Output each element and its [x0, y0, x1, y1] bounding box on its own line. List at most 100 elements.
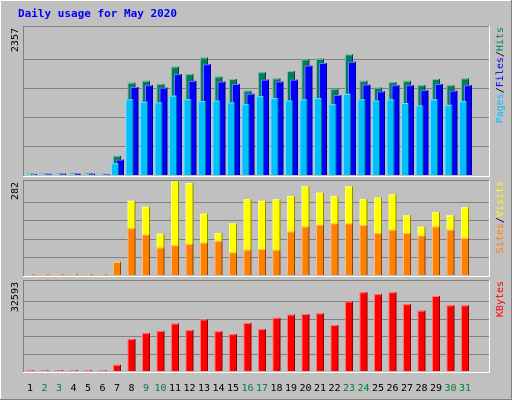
panel-background — [23, 280, 490, 373]
bar-pages-day-21 — [314, 98, 322, 175]
day-label-9: 9 — [143, 383, 149, 394]
bar-pages-day-14 — [212, 100, 221, 175]
bar-kbytes-day-10 — [156, 330, 165, 371]
bar-sites-day-14 — [214, 241, 223, 275]
bar-kbytes-day-3 — [55, 370, 63, 371]
day-label-28: 28 — [415, 383, 427, 394]
bar-pages-day-31 — [459, 101, 467, 175]
bar-sites-day-28 — [417, 235, 426, 275]
bar-sites-day-12 — [185, 244, 194, 275]
bar-pages-day-9 — [140, 101, 148, 175]
bar-pages-day-23 — [343, 93, 351, 175]
bar-pages-day-7 — [111, 163, 119, 175]
bar-kbytes-day-28 — [417, 310, 426, 371]
bar-sites-day-18 — [272, 249, 281, 275]
day-label-30: 30 — [444, 383, 456, 394]
day-label-19: 19 — [285, 383, 297, 394]
bar-pages-day-1 — [24, 174, 32, 175]
bar-kbytes-day-6 — [98, 370, 107, 371]
day-label-11: 11 — [169, 383, 181, 394]
bar-sites-day-6 — [98, 274, 107, 275]
bar-pages-day-15 — [227, 102, 235, 175]
bar-kbytes-day-16 — [243, 322, 252, 371]
bar-sites-day-23 — [345, 223, 353, 275]
y-max-label: 282 — [10, 182, 21, 200]
bar-kbytes-day-23 — [345, 301, 353, 371]
bar-kbytes-day-11 — [171, 323, 179, 371]
bar-pages-day-19 — [285, 100, 293, 175]
bar-kbytes-day-17 — [258, 329, 266, 371]
bar-pages-day-13 — [198, 101, 206, 175]
panel-kbytes: 32593 KBytes — [10, 280, 506, 373]
legend-pages: Pages — [495, 93, 506, 123]
bar-sites-day-10 — [156, 247, 165, 275]
bar-pages-day-29 — [430, 99, 438, 175]
bar-sites-day-13 — [200, 242, 208, 275]
bar-pages-day-12 — [183, 99, 192, 175]
y-max-label: 32593 — [10, 282, 21, 312]
legend-kbytes: KBytes — [495, 281, 506, 317]
day-label-18: 18 — [270, 383, 282, 394]
bar-kbytes-day-20 — [301, 314, 310, 371]
bar-sites-day-24 — [359, 224, 368, 275]
bar-pages-day-3 — [53, 174, 61, 175]
day-label-29: 29 — [430, 383, 442, 394]
bar-pages-day-5 — [82, 174, 90, 175]
bar-kbytes-day-29 — [432, 295, 440, 371]
bar-sites-day-11 — [171, 245, 179, 275]
bar-kbytes-day-14 — [214, 331, 223, 371]
bar-sites-day-5 — [84, 274, 92, 275]
bar-sites-day-22 — [330, 223, 339, 275]
day-label-26: 26 — [386, 383, 398, 394]
day-label-5: 5 — [85, 383, 91, 394]
bar-kbytes-day-1 — [26, 370, 34, 371]
bar-pages-day-20 — [299, 99, 308, 175]
day-label-22: 22 — [328, 383, 340, 394]
day-label-4: 4 — [70, 383, 76, 394]
chart-title: Daily usage for May 2020 — [18, 7, 177, 20]
day-label-23: 23 — [343, 383, 355, 394]
bar-sites-day-4 — [69, 274, 78, 275]
bar-sites-day-8 — [127, 228, 136, 275]
bar-pages-day-22 — [328, 104, 337, 175]
legend-hits-files-pages: Pages/Files/Hits — [495, 27, 506, 123]
bar-kbytes-day-9 — [142, 333, 150, 371]
bar-kbytes-day-21 — [316, 313, 324, 371]
legend-hits: Hits — [495, 27, 506, 51]
day-label-15: 15 — [227, 383, 239, 394]
bar-pages-day-28 — [415, 105, 424, 175]
bar-pages-day-27 — [401, 103, 409, 175]
bar-pages-day-6 — [96, 174, 105, 175]
panel-visits-sites: 282 Sites/Visits — [10, 180, 506, 277]
bar-kbytes-day-8 — [127, 338, 136, 371]
day-label-27: 27 — [401, 383, 413, 394]
bar-sites-day-19 — [287, 231, 295, 275]
day-label-21: 21 — [314, 383, 326, 394]
bar-sites-day-26 — [388, 229, 397, 275]
bar-sites-day-15 — [229, 252, 237, 275]
y-max-label: 2357 — [10, 28, 21, 52]
bar-kbytes-day-15 — [229, 334, 237, 371]
bar-sites-day-3 — [55, 274, 63, 275]
day-label-10: 10 — [154, 383, 166, 394]
bar-pages-day-17 — [256, 96, 264, 175]
bar-sites-day-9 — [142, 234, 150, 275]
day-label-24: 24 — [357, 383, 369, 394]
bar-pages-day-26 — [386, 99, 395, 175]
legend-visits-sites: Sites/Visits — [495, 181, 506, 253]
bar-pages-day-2 — [38, 174, 47, 175]
legend-separator: / — [495, 217, 506, 223]
bar-sites-day-21 — [316, 224, 324, 275]
day-label-6: 6 — [99, 383, 105, 394]
bar-sites-day-20 — [301, 226, 310, 275]
legend-separator: / — [495, 87, 506, 93]
day-label-17: 17 — [256, 383, 268, 394]
bar-sites-day-7 — [113, 262, 121, 275]
bar-sites-day-30 — [446, 229, 455, 275]
bar-kbytes-day-31 — [461, 305, 469, 371]
bar-sites-day-16 — [243, 249, 252, 275]
day-label-2: 2 — [41, 383, 47, 394]
